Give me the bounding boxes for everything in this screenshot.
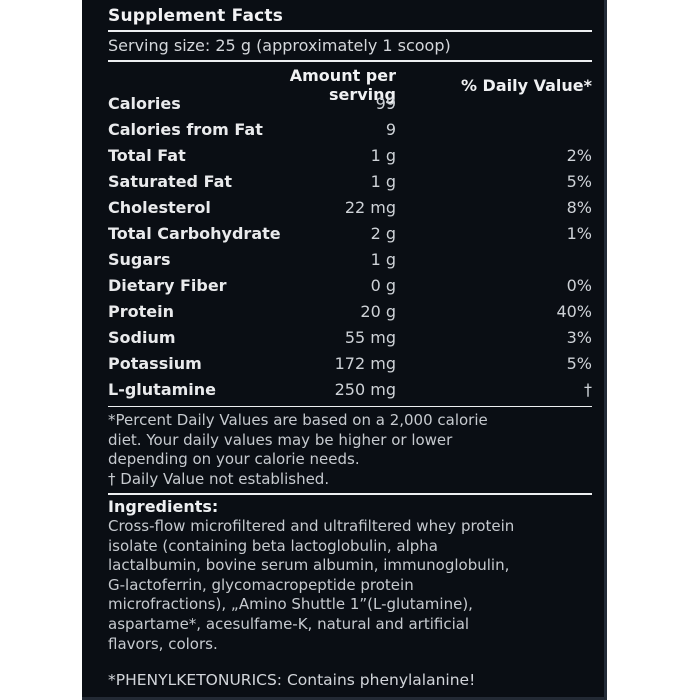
nutrient-amount: 20 g bbox=[360, 301, 396, 321]
table-row: Calories 99 bbox=[108, 90, 592, 116]
nutrient-name: Protein bbox=[108, 301, 174, 321]
ingredients-text: Cross-flow microfiltered and ultrafilter… bbox=[108, 517, 515, 653]
facts-table: Amount per serving % Daily Value* Calori… bbox=[108, 66, 592, 402]
table-row: Calories from Fat 9 bbox=[108, 116, 592, 142]
nutrient-name: Dietary Fiber bbox=[108, 275, 227, 295]
nutrient-name: Saturated Fat bbox=[108, 171, 233, 191]
nutrient-name: Total Fat bbox=[108, 145, 186, 165]
nutrient-name: Calories from Fat bbox=[108, 119, 263, 139]
table-row: L-glutamine 250 mg † bbox=[108, 376, 592, 402]
table-row: Sugars 1 g bbox=[108, 246, 592, 272]
nutrient-amount: 1 g bbox=[370, 145, 396, 165]
nutrient-amount: 1 g bbox=[370, 171, 396, 191]
nutrient-amount: 0 g bbox=[370, 275, 396, 295]
table-header-row: Amount per serving % Daily Value* bbox=[108, 66, 592, 104]
table-row: Protein 20 g 40% bbox=[108, 298, 592, 324]
nutrient-amount: 1 g bbox=[370, 249, 396, 269]
table-footnote-divider bbox=[108, 406, 592, 407]
nutrient-name: Total Carbohydrate bbox=[108, 223, 281, 243]
title-divider bbox=[108, 30, 592, 32]
dagger-note: † Daily Value not established. bbox=[108, 469, 330, 488]
nutrient-name: Sugars bbox=[108, 249, 171, 269]
nutrient-dv: 2% bbox=[566, 145, 592, 165]
table-row: Total Fat 1 g 2% bbox=[108, 142, 592, 168]
footnote-text: *Percent Daily Values are based on a 2,0… bbox=[108, 411, 488, 468]
supplement-label-panel: Supplement Facts Serving size: 25 g (app… bbox=[82, 0, 607, 700]
nutrient-dv: 8% bbox=[566, 197, 592, 217]
table-row: Dietary Fiber 0 g 0% bbox=[108, 272, 592, 298]
table-row: Potassium 172 mg 5% bbox=[108, 350, 592, 376]
ingredients-divider bbox=[108, 493, 592, 495]
serving-divider bbox=[108, 60, 592, 62]
nutrient-dv: † bbox=[584, 379, 592, 399]
nutrient-name: Potassium bbox=[108, 353, 202, 373]
nutrient-name: Cholesterol bbox=[108, 197, 211, 217]
table-row: Sodium 55 mg 3% bbox=[108, 324, 592, 350]
nutrient-dv: 5% bbox=[566, 171, 592, 191]
table-row: Saturated Fat 1 g 5% bbox=[108, 168, 592, 194]
table-row: Cholesterol 22 mg 8% bbox=[108, 194, 592, 220]
nutrient-amount: 2 g bbox=[370, 223, 396, 243]
nutrient-amount: 55 mg bbox=[344, 327, 396, 347]
nutrient-dv: 1% bbox=[566, 223, 592, 243]
nutrient-name: Calories bbox=[108, 93, 181, 113]
nutrient-amount: 250 mg bbox=[334, 379, 396, 399]
nutrient-dv: 5% bbox=[566, 353, 592, 373]
daily-value-header: % Daily Value* bbox=[460, 75, 592, 95]
nutrient-dv: 3% bbox=[566, 327, 592, 347]
ingredients-heading: Ingredients: bbox=[108, 497, 219, 516]
label-title: Supplement Facts bbox=[108, 6, 284, 26]
nutrient-name: L-glutamine bbox=[108, 379, 217, 399]
amount-per-serving-header: Amount per serving bbox=[289, 66, 396, 104]
nutrient-amount: 9 bbox=[385, 119, 396, 139]
nutrient-name: Sodium bbox=[108, 327, 176, 347]
table-row: Total Carbohydrate 2 g 1% bbox=[108, 220, 592, 246]
nutrient-amount: 172 mg bbox=[334, 353, 396, 373]
pku-warning: *PHENYLKETONURICS: Contains phenylalanin… bbox=[108, 671, 476, 690]
nutrient-dv: 40% bbox=[556, 301, 592, 321]
serving-size-text: Serving size: 25 g (approximately 1 scoo… bbox=[108, 36, 451, 55]
label-content: Supplement Facts Serving size: 25 g (app… bbox=[82, 0, 604, 690]
nutrient-amount: 22 mg bbox=[344, 197, 396, 217]
nutrient-dv: 0% bbox=[566, 275, 592, 295]
nutrient-amount: 99 bbox=[375, 93, 396, 113]
